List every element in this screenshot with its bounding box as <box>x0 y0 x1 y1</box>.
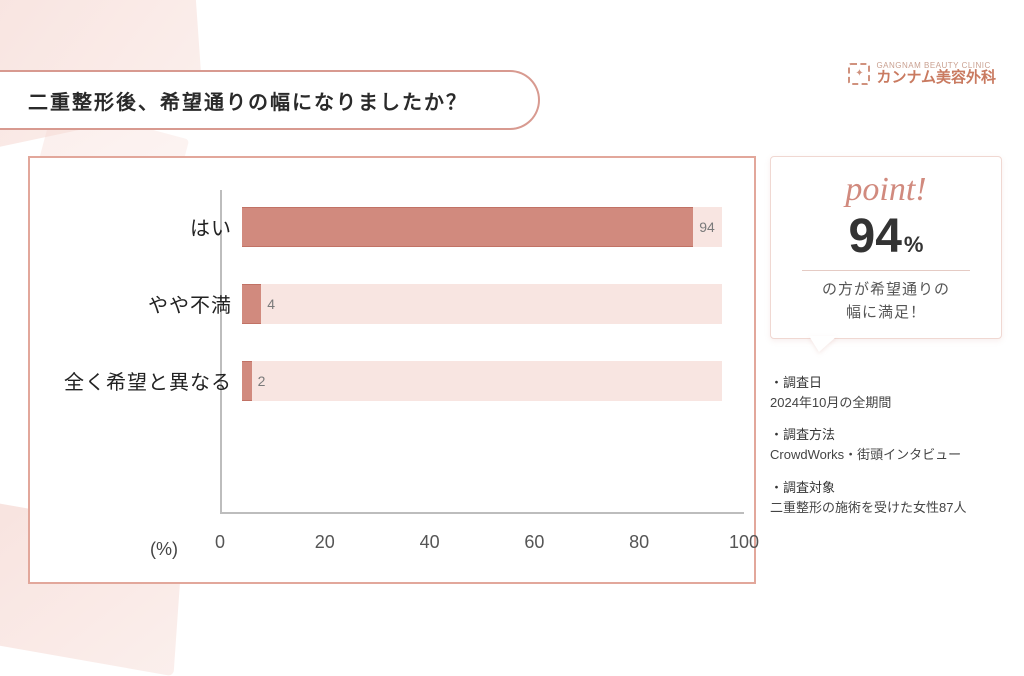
bar-track: 4 <box>242 284 722 324</box>
x-axis-line <box>220 512 744 514</box>
bar-label: 全く希望と異なる <box>52 366 232 395</box>
brand-name-ja: カンナム美容外科 <box>876 70 996 85</box>
x-ticks: 020406080100 <box>220 530 744 560</box>
x-tick: 60 <box>524 532 544 553</box>
point-description: の方が希望通りの 幅に満足！ <box>781 279 991 324</box>
bar-label: やや不満 <box>52 289 232 318</box>
bar-track: 2 <box>242 361 722 401</box>
x-tick: 40 <box>420 532 440 553</box>
logo-mark-icon: ✦ <box>848 63 870 85</box>
x-tick: 100 <box>729 532 759 553</box>
survey-meta: 調査日2024年10月の全期間調査方法CrowdWorks・街頭インタビュー調査… <box>770 373 1002 518</box>
brand-logo: ✦ GANGNAM BEAUTY CLINIC カンナム美容外科 <box>848 62 996 85</box>
bar-label: はい <box>52 212 232 241</box>
speech-tail-icon <box>809 336 837 352</box>
x-tick: 80 <box>629 532 649 553</box>
sidebar: point! 94% の方が希望通りの 幅に満足！ 調査日2024年10月の全期… <box>770 156 1002 530</box>
chart-frame: はい94やや不満4全く希望と異なる2 (%) 020406080100 <box>28 156 756 584</box>
unit-label: (%) <box>150 539 178 560</box>
point-value: 94% <box>781 209 991 264</box>
x-tick: 0 <box>215 532 225 553</box>
bar-track: 94 <box>242 207 722 247</box>
meta-value: CrowdWorks・街頭インタビュー <box>770 445 1002 465</box>
meta-item: 調査日2024年10月の全期間 <box>770 373 1002 413</box>
meta-item: 調査方法CrowdWorks・街頭インタビュー <box>770 425 1002 465</box>
bar-fill <box>242 207 693 247</box>
point-heading: point! <box>781 173 991 207</box>
bars-area: はい94やや不満4全く希望と異なる2 <box>242 188 722 488</box>
divider <box>802 270 970 271</box>
meta-item: 調査対象二重整形の施術を受けた女性87人 <box>770 478 1002 518</box>
meta-value: 2024年10月の全期間 <box>770 393 1002 413</box>
bar-row: はい94 <box>242 188 722 265</box>
bar-row: 全く希望と異なる2 <box>242 342 722 419</box>
bar-fill <box>242 284 261 324</box>
point-percent: % <box>904 232 924 257</box>
meta-label: 調査日 <box>770 373 1002 393</box>
bar-value: 2 <box>258 373 266 389</box>
bar-row: やや不満4 <box>242 265 722 342</box>
x-tick: 20 <box>315 532 335 553</box>
title-bar: 二重整形後、希望通りの幅になりましたか？ <box>0 70 540 130</box>
bar-fill <box>242 361 252 401</box>
bar-value: 4 <box>267 296 275 312</box>
meta-label: 調査対象 <box>770 478 1002 498</box>
meta-value: 二重整形の施術を受けた女性87人 <box>770 498 1002 518</box>
point-number: 94 <box>849 209 902 264</box>
meta-label: 調査方法 <box>770 425 1002 445</box>
point-callout: point! 94% の方が希望通りの 幅に満足！ <box>770 156 1002 339</box>
bar-value: 94 <box>699 219 715 235</box>
page-title: 二重整形後、希望通りの幅になりましたか？ <box>28 86 468 115</box>
